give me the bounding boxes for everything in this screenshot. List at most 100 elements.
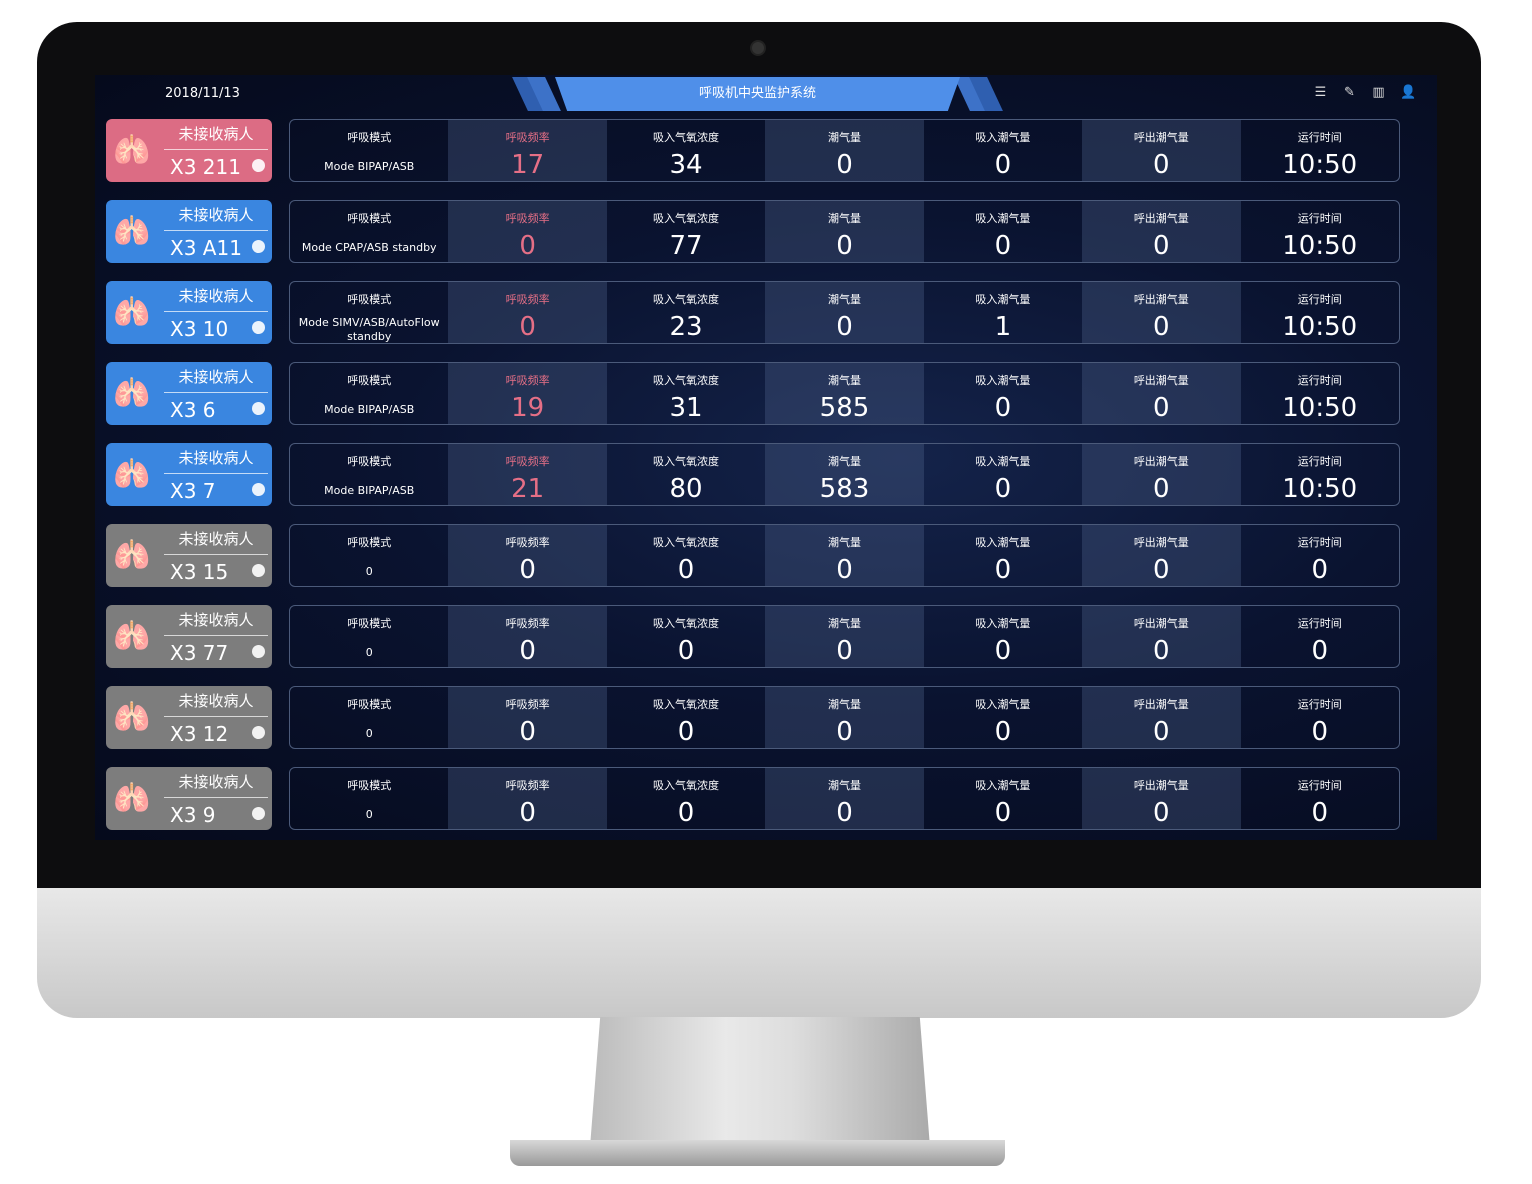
patient-card[interactable]: 🫁 未接收病人 X3 6: [106, 362, 272, 425]
metric-value: 583: [819, 474, 870, 504]
metric-value: 1: [994, 312, 1012, 342]
lungs-icon: 🫁: [113, 133, 151, 168]
metric-cell: 潮气量 0: [765, 525, 924, 586]
metric-label: 呼吸模式: [347, 617, 392, 630]
lungs-icon: 🫁: [113, 538, 151, 573]
metric-cell: 呼吸模式 0: [290, 606, 448, 667]
metric-cell: 呼吸频率 19: [448, 363, 607, 424]
mode-value: Mode SIMV/ASB/AutoFlow standby: [298, 316, 440, 343]
metrics-table: 呼吸模式 0 呼吸频率 0 吸入气氧浓度 0 潮气量 0 吸入潮气量 0 呼出潮气量 0 运行时间 0: [289, 605, 1400, 668]
metric-label: 呼出潮气量: [1133, 131, 1189, 144]
metric-label: 呼吸频率: [505, 536, 550, 549]
patient-status: 未接收病人: [164, 447, 268, 474]
metric-value: 10:50: [1282, 393, 1358, 423]
metric-cell: 潮气量 0: [765, 768, 924, 829]
metric-cell: 运行时间 10:50: [1241, 120, 1399, 181]
metrics-table: 呼吸模式 Mode BIPAP/ASB 呼吸频率 21 吸入气氧浓度 80 潮气量 583 吸入…: [289, 443, 1400, 506]
metric-label: 运行时间: [1297, 212, 1342, 225]
metrics-table: 呼吸模式 0 呼吸频率 0 吸入气氧浓度 0 潮气量 0 吸入潮气量 0 呼出潮气量 0 运行时间 0: [289, 767, 1400, 830]
metric-cell: 呼吸模式 0: [290, 768, 448, 829]
metrics-table: 呼吸模式 Mode BIPAP/ASB 呼吸频率 17 吸入气氧浓度 34 潮气量 0 吸入潮气…: [289, 119, 1400, 182]
metric-cell: 呼吸模式 Mode SIMV/ASB/AutoFlow standby: [290, 282, 448, 343]
metric-label: 呼吸模式: [347, 455, 392, 468]
metric-value: 0: [1311, 555, 1329, 585]
metric-value: 10:50: [1282, 474, 1358, 504]
metric-label: 吸入潮气量: [975, 779, 1031, 792]
metric-cell: 呼出潮气量 0: [1082, 282, 1241, 343]
metric-value: 10:50: [1282, 231, 1358, 261]
edit-icon[interactable]: [252, 726, 265, 739]
patient-status: 未接收病人: [164, 771, 268, 798]
metric-label: 呼吸频率: [505, 455, 550, 468]
patient-status: 未接收病人: [164, 690, 268, 717]
ventilator-row: 🫁 未接收病人 X3 6 呼吸模式 Mode BIPAP/ASB 呼吸频率 19 吸入气…: [106, 362, 1400, 425]
metric-cell: 运行时间 0: [1241, 525, 1399, 586]
metric-value: 0: [836, 555, 853, 585]
mode-value: Mode BIPAP/ASB: [324, 484, 415, 497]
edit-icon[interactable]: ✎: [1344, 85, 1355, 100]
metric-cell: 吸入气氧浓度 77: [607, 201, 765, 262]
edit-icon[interactable]: [252, 483, 265, 496]
patient-card[interactable]: 🫁 未接收病人 X3 15: [106, 524, 272, 587]
metric-label: 运行时间: [1297, 617, 1342, 630]
patient-status: 未接收病人: [164, 285, 268, 312]
metric-cell: 吸入潮气量 0: [924, 363, 1082, 424]
metric-label: 吸入潮气量: [975, 131, 1031, 144]
ventilator-row: 🫁 未接收病人 X3 211 呼吸模式 Mode BIPAP/ASB 呼吸频率 17 吸…: [106, 119, 1400, 182]
metrics-table: 呼吸模式 Mode CPAP/ASB standby 呼吸频率 0 吸入气氧浓度 77 潮气…: [289, 200, 1400, 263]
metric-label: 呼吸模式: [347, 374, 392, 387]
metric-cell: 潮气量 0: [765, 606, 924, 667]
metric-cell: 呼出潮气量 0: [1082, 768, 1241, 829]
device-id: X3 9: [170, 803, 216, 827]
metric-cell: 运行时间 10:50: [1241, 282, 1399, 343]
lungs-icon: 🫁: [113, 781, 151, 816]
edit-icon[interactable]: [252, 240, 265, 253]
ventilator-row: 🫁 未接收病人 X3 15 呼吸模式 0 呼吸频率 0 吸入气氧浓度 0 潮气量 0 吸入潮气量…: [106, 524, 1400, 587]
metric-label: 吸入气氧浓度: [653, 131, 720, 144]
metric-cell: 吸入潮气量 0: [924, 768, 1082, 829]
patient-card[interactable]: 🫁 未接收病人 X3 9: [106, 767, 272, 830]
edit-icon[interactable]: [252, 645, 265, 658]
metric-value: 17: [511, 150, 545, 180]
metric-value: 80: [669, 474, 703, 504]
patient-card[interactable]: 🫁 未接收病人 X3 10: [106, 281, 272, 344]
layout-icon[interactable]: ▥: [1372, 85, 1385, 100]
edit-icon[interactable]: [252, 807, 265, 820]
patient-status: 未接收病人: [164, 609, 268, 636]
device-id: X3 15: [170, 560, 229, 584]
metric-cell: 呼吸模式 Mode BIPAP/ASB: [290, 120, 448, 181]
metric-cell: 潮气量 585: [765, 363, 924, 424]
device-id: X3 6: [170, 398, 216, 422]
patient-card[interactable]: 🫁 未接收病人 X3 211: [106, 119, 272, 182]
metric-cell: 呼出潮气量 0: [1082, 444, 1241, 505]
patient-card[interactable]: 🫁 未接收病人 X3 12: [106, 686, 272, 749]
mode-value: 0: [365, 727, 373, 740]
metric-label: 运行时间: [1297, 779, 1342, 792]
metric-value: 0: [1311, 717, 1329, 747]
edit-icon[interactable]: [252, 321, 265, 334]
metric-label: 运行时间: [1297, 536, 1342, 549]
metric-label: 潮气量: [827, 779, 861, 792]
lungs-icon: 🫁: [113, 619, 151, 654]
metric-label: 呼出潮气量: [1133, 698, 1189, 711]
metric-cell: 呼出潮气量 0: [1082, 120, 1241, 181]
metrics-table: 呼吸模式 Mode BIPAP/ASB 呼吸频率 19 吸入气氧浓度 31 潮气量 585 吸入…: [289, 362, 1400, 425]
metric-cell: 吸入气氧浓度 0: [607, 687, 765, 748]
metric-cell: 运行时间 10:50: [1241, 201, 1399, 262]
edit-icon[interactable]: [252, 402, 265, 415]
metric-cell: 运行时间 0: [1241, 606, 1399, 667]
metric-label: 运行时间: [1297, 698, 1342, 711]
patient-card[interactable]: 🫁 未接收病人 X3 A11: [106, 200, 272, 263]
metric-cell: 潮气量 583: [765, 444, 924, 505]
metric-label: 呼吸频率: [505, 617, 550, 630]
patient-card[interactable]: 🫁 未接收病人 X3 7: [106, 443, 272, 506]
metric-label: 潮气量: [827, 698, 861, 711]
edit-icon[interactable]: [252, 159, 265, 172]
patient-card[interactable]: 🫁 未接收病人 X3 77: [106, 605, 272, 668]
metric-label: 呼出潮气量: [1133, 212, 1189, 225]
metric-label: 运行时间: [1297, 455, 1342, 468]
metric-value: 0: [994, 393, 1012, 423]
edit-icon[interactable]: [252, 564, 265, 577]
user-icon[interactable]: 👤: [1400, 85, 1417, 100]
list-icon[interactable]: ☰: [1314, 85, 1327, 100]
